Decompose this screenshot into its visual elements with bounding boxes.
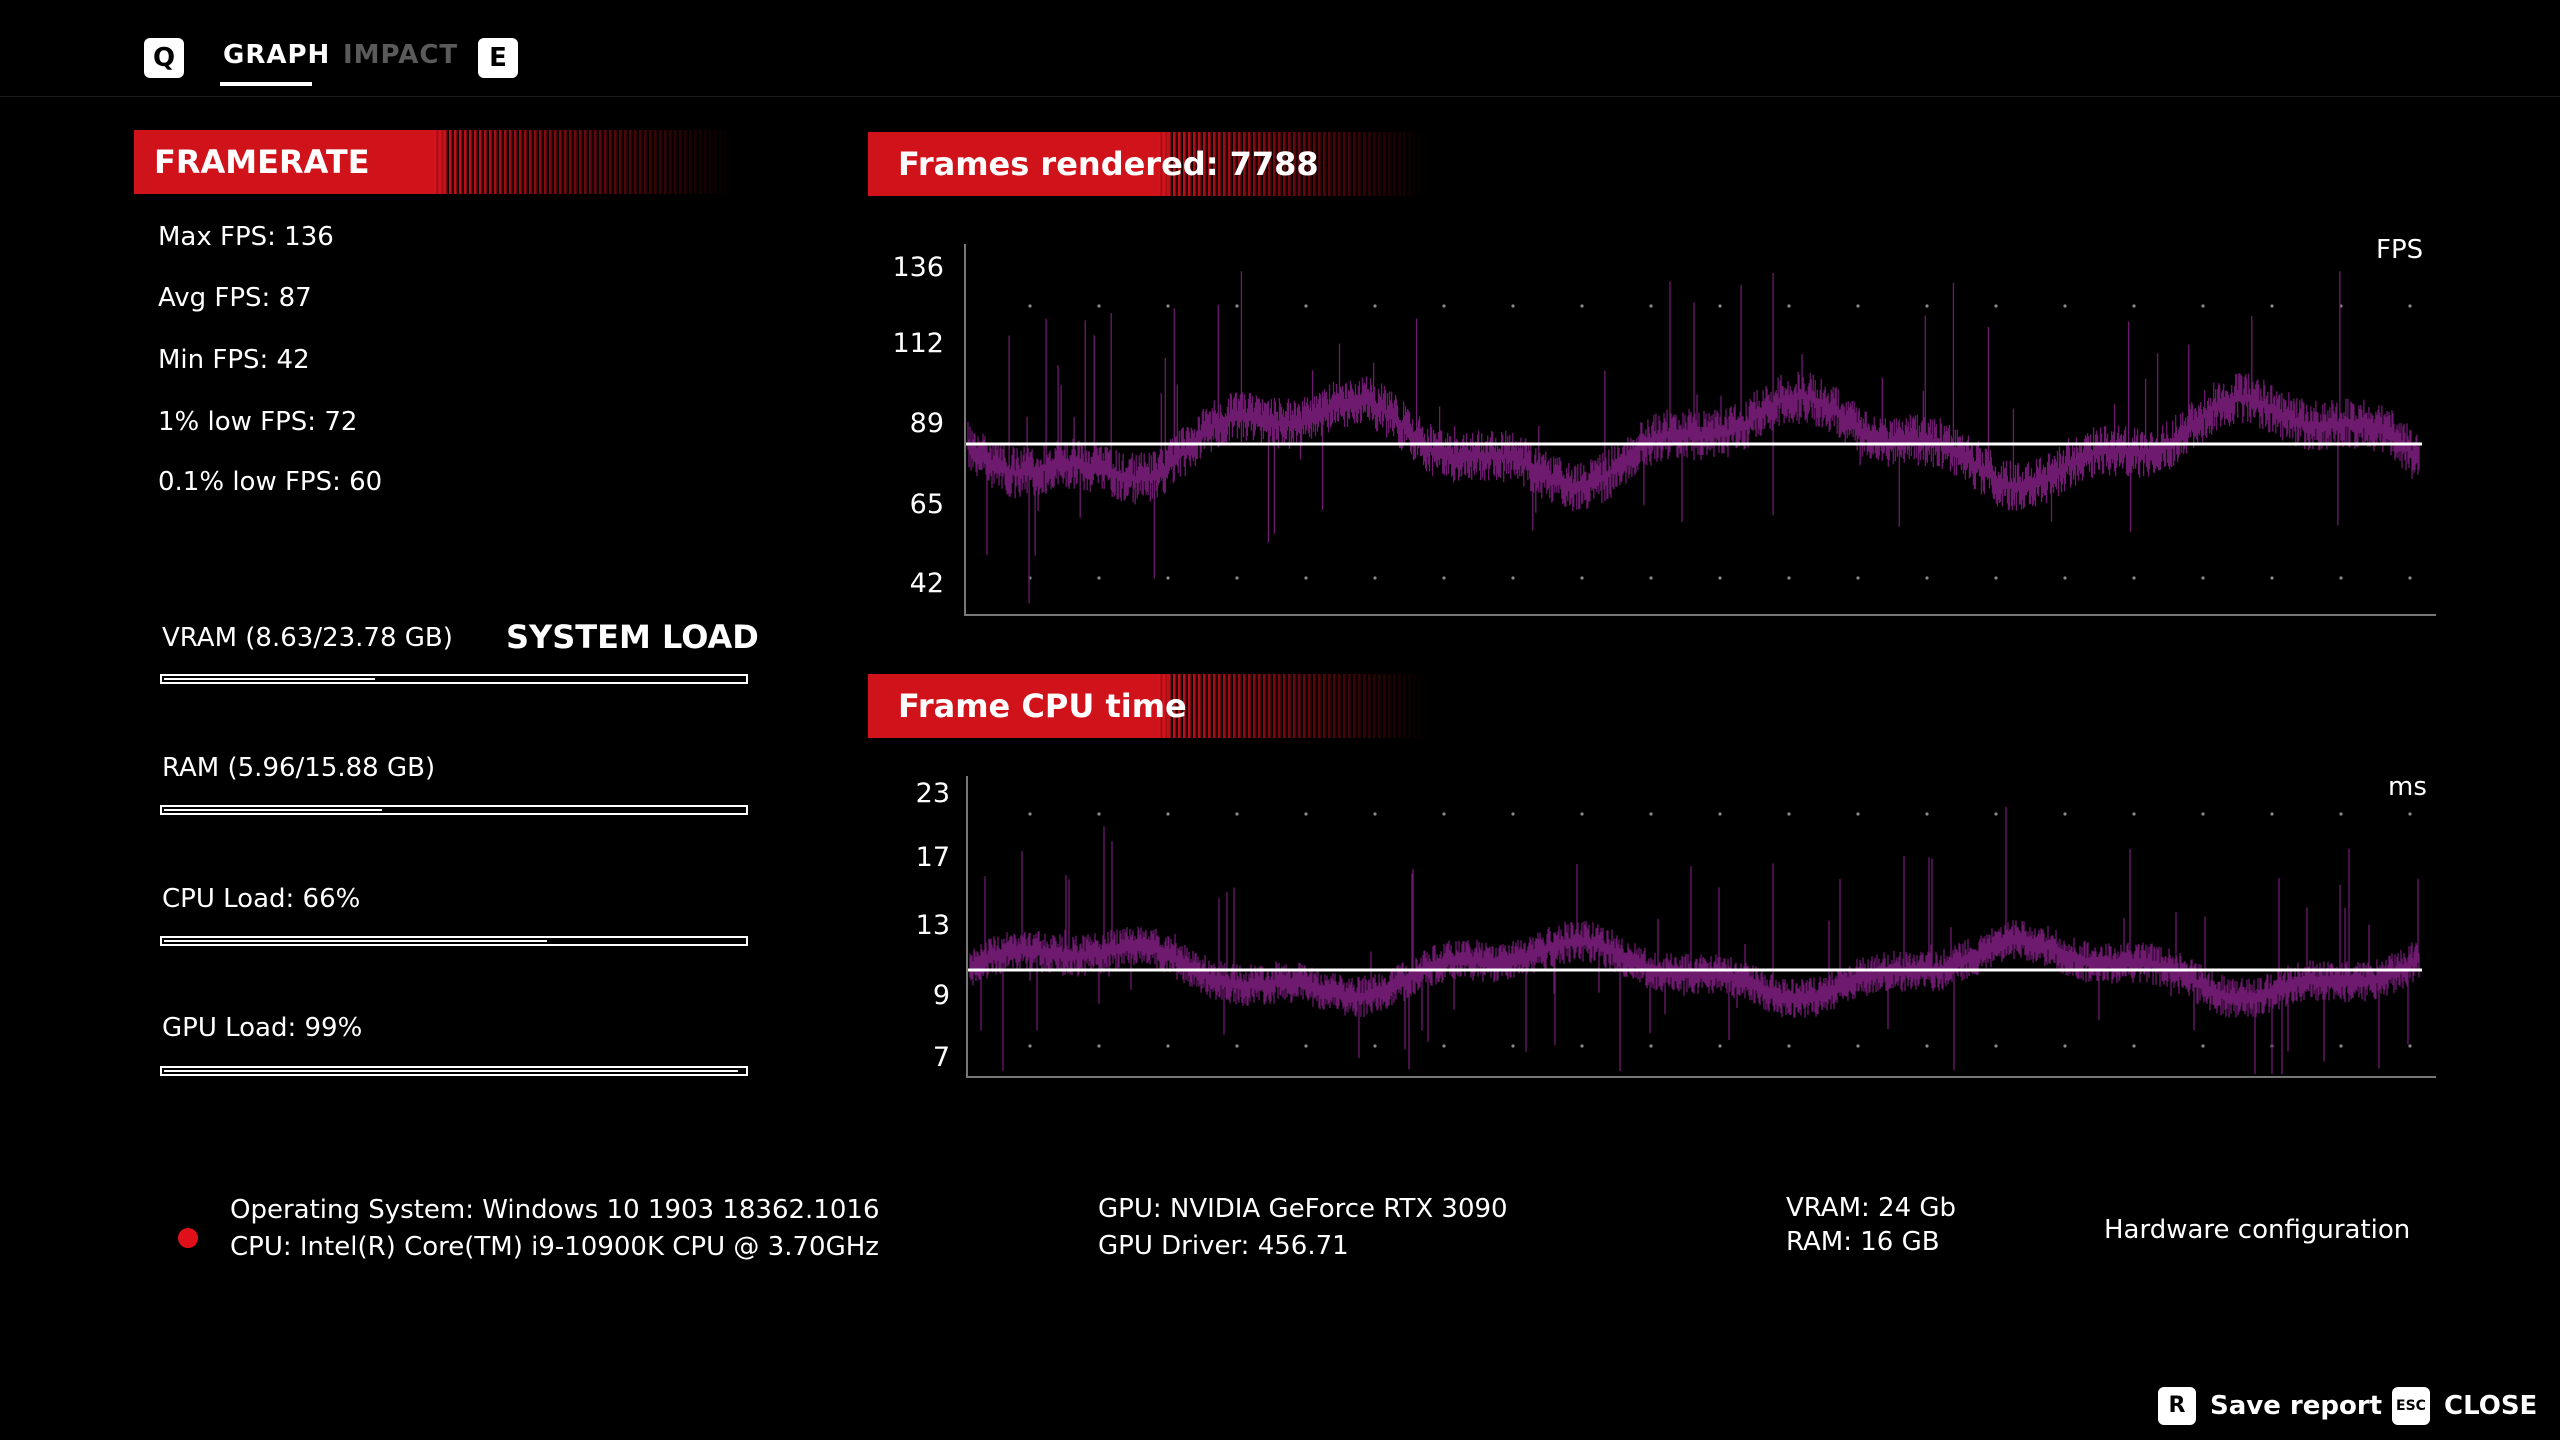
frame-cpu-time-title: Frame CPU time [898,687,1187,725]
os-info: Operating System: Windows 10 1903 18362.… [230,1195,880,1225]
cpu-tick-23: 23 [915,778,950,809]
hardware-memory: VRAM: 24 Gb RAM: 16 GB [1786,1191,1956,1259]
tab-impact[interactable]: IMPACT [343,40,459,70]
esc-key-icon: ESC [2392,1387,2430,1425]
frames-rendered-title: Frames rendered: 7788 [898,145,1319,183]
cpu-tick-9: 9 [932,980,950,1011]
fps-graph [964,244,2436,616]
cpu-tick-7: 7 [932,1042,950,1073]
framerate-banner: FRAMERATE [134,130,734,194]
gpu-load-bar [160,1066,748,1076]
tab-graph[interactable]: GRAPH [223,40,331,70]
fps-tick-65: 65 [909,489,944,520]
max-fps-stat: Max FPS: 136 [158,222,334,252]
gpu-driver-info: GPU Driver: 456.71 [1098,1231,1349,1261]
cpu-load-label: CPU Load: 66% [162,884,361,914]
hardware-configuration-title: Hardware configuration [2104,1215,2411,1245]
system-load-title: SYSTEM LOAD [506,618,759,656]
fps-tick-42: 42 [909,568,944,599]
header-divider [0,96,2560,97]
framerate-title: FRAMERATE [154,143,370,181]
vram-info: VRAM: 24 Gb [1786,1193,1957,1223]
ram-load-label: RAM (5.96/15.88 GB) [162,753,436,783]
cpu-tick-17: 17 [915,842,950,873]
prev-tab-key[interactable]: Q [144,38,184,78]
fps-tick-136: 136 [892,252,944,283]
cpu-graph [966,776,2436,1078]
cpu-load-bar [160,936,748,946]
gpu-load-label: GPU Load: 99% [162,1013,363,1043]
vram-load-label: VRAM (8.63/23.78 GB) [162,623,453,653]
one-percent-low-stat: 1% low FPS: 72 [158,407,358,437]
cpu-info: CPU: Intel(R) Core(TM) i9-10900K CPU @ 3… [230,1232,879,1262]
cpu-unit-label: ms [2388,772,2427,802]
next-tab-key[interactable]: E [478,38,518,78]
hardware-os-cpu: Operating System: Windows 10 1903 18362.… [230,1192,879,1266]
fps-tick-112: 112 [892,328,944,359]
min-fps-stat: Min FPS: 42 [158,345,310,375]
hardware-gpu: GPU: NVIDIA GeForce RTX 3090 GPU Driver:… [1098,1191,1508,1265]
close-label: CLOSE [2444,1391,2538,1421]
save-report-button[interactable]: R Save report [2158,1386,2382,1426]
status-dot-icon [178,1228,198,1248]
ram-info: RAM: 16 GB [1786,1227,1940,1257]
close-button[interactable]: ESC CLOSE [2392,1386,2537,1426]
fps-unit-label: FPS [2376,235,2424,265]
cpu-tick-13: 13 [915,910,950,941]
save-report-label: Save report [2210,1391,2383,1421]
avg-fps-stat: Avg FPS: 87 [158,283,312,313]
fps-tick-89: 89 [909,408,944,439]
frames-rendered-banner: Frames rendered: 7788 [868,132,1428,196]
frame-cpu-time-banner: Frame CPU time [868,674,1428,738]
tab-active-indicator [220,82,312,86]
ram-load-bar [160,805,748,815]
vram-load-bar [160,674,748,684]
r-key-icon: R [2158,1387,2196,1425]
gpu-info: GPU: NVIDIA GeForce RTX 3090 [1098,1194,1508,1224]
point-one-percent-low-stat: 0.1% low FPS: 60 [158,467,383,497]
